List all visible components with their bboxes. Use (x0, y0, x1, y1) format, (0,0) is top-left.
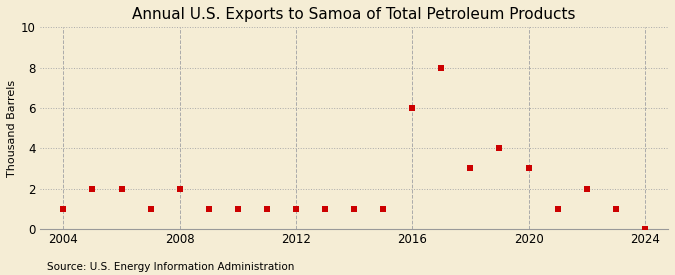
Y-axis label: Thousand Barrels: Thousand Barrels (7, 79, 17, 177)
Point (523, 166, 534, 170)
Text: Source: U.S. Energy Information Administration: Source: U.S. Energy Information Administ… (47, 262, 294, 272)
Point (261, 207, 272, 211)
Point (58, 207, 69, 211)
Point (174, 186, 185, 191)
Point (465, 166, 476, 170)
Point (378, 207, 389, 211)
Point (203, 207, 214, 211)
Point (145, 207, 156, 211)
Point (116, 186, 127, 191)
Point (436, 65, 447, 70)
Point (552, 207, 563, 211)
Point (320, 207, 331, 211)
Point (87, 186, 98, 191)
Point (610, 207, 621, 211)
Point (494, 146, 505, 150)
Point (639, 227, 650, 231)
Point (407, 106, 418, 110)
Point (29, 207, 40, 211)
Point (290, 207, 301, 211)
Title: Annual U.S. Exports to Samoa of Total Petroleum Products: Annual U.S. Exports to Samoa of Total Pe… (132, 7, 576, 22)
Point (581, 186, 592, 191)
Point (349, 207, 360, 211)
Point (232, 207, 243, 211)
